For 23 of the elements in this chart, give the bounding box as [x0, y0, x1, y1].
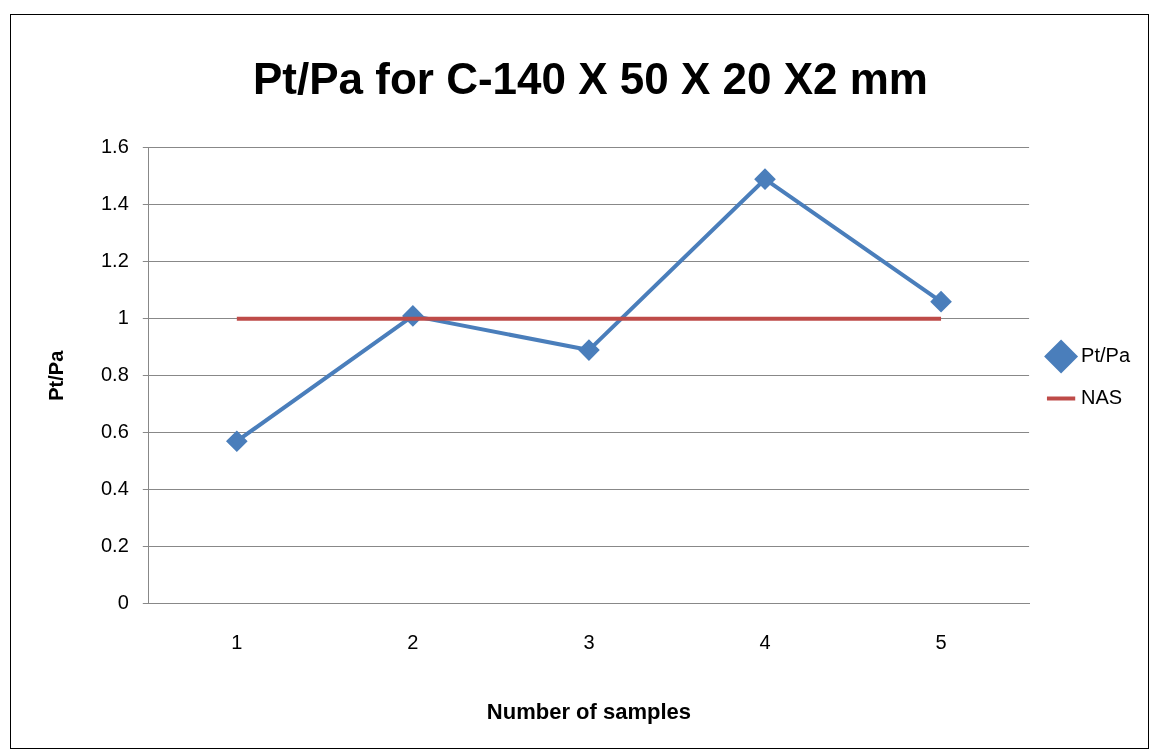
legend-label: Pt/Pa [1081, 344, 1131, 367]
legend-label: NAS [1081, 386, 1123, 409]
y-axis-title: Pt/Pa [44, 349, 67, 401]
x-tick-label: 4 [759, 631, 771, 654]
y-tick-label: 1 [117, 306, 129, 329]
y-tick-label: 1.6 [100, 135, 129, 158]
point [931, 291, 952, 312]
y-tick-label: 0 [117, 591, 129, 614]
y-tick-label: 0.2 [100, 534, 129, 557]
chart-title: Pt/Pa for C-140 X 50 X 20 X2 mm [253, 53, 928, 103]
y-tick-label: 0.6 [100, 420, 129, 443]
y-tick-label: 0.8 [100, 363, 129, 386]
x-tick-label: 2 [407, 631, 419, 654]
y-tick-label: 0.4 [100, 477, 129, 500]
point [226, 431, 247, 452]
x-tick-label: 5 [935, 631, 947, 654]
x-tick-label: 3 [583, 631, 595, 654]
x-tick-label: 1 [231, 631, 243, 654]
x-axis-title: Number of samples [486, 698, 692, 724]
y-tick-label: 1.2 [100, 249, 129, 272]
y-tick-label: 1.4 [100, 192, 129, 215]
point [755, 169, 775, 190]
point [578, 340, 599, 361]
